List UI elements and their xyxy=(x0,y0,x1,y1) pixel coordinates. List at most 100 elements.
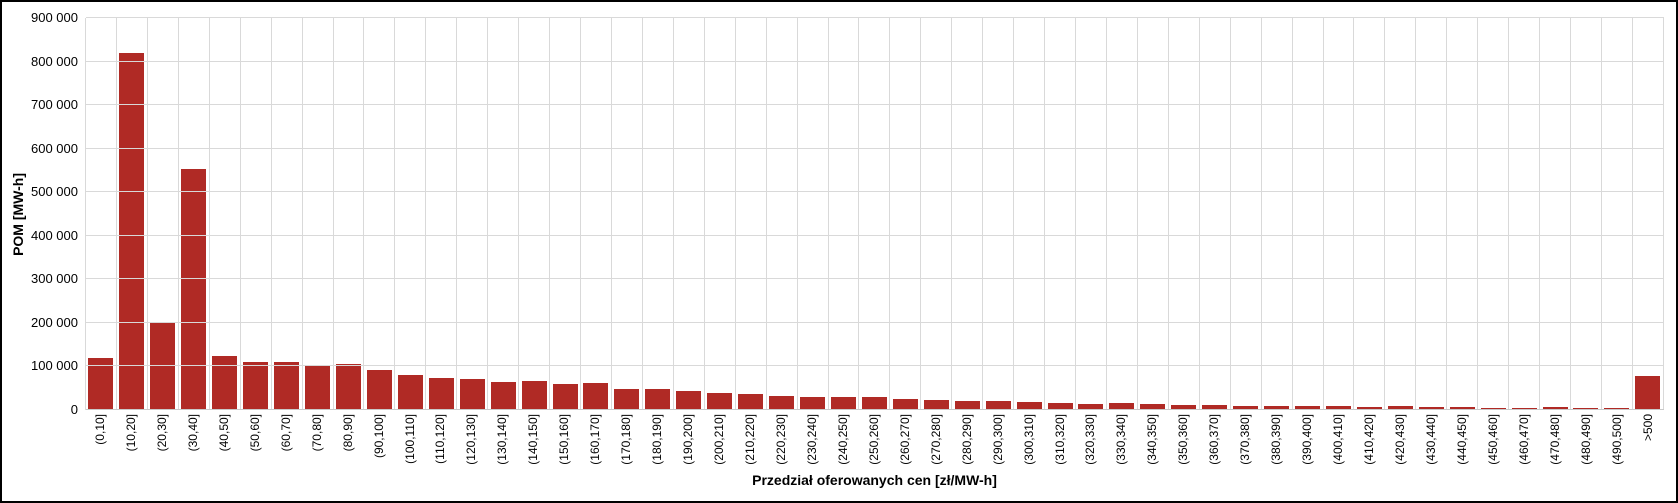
bar xyxy=(1356,406,1382,410)
bar xyxy=(1264,406,1290,410)
bar-column xyxy=(1416,18,1448,410)
bar xyxy=(1573,407,1599,410)
x-tick-cell: (280,290] xyxy=(952,414,983,465)
x-tick-label: (460,470] xyxy=(1516,414,1531,465)
x-tick-label: (370,380] xyxy=(1238,414,1253,465)
bar-column xyxy=(1293,18,1324,410)
bar xyxy=(1016,401,1042,410)
bar-column xyxy=(859,18,891,410)
y-gridline xyxy=(86,17,1664,18)
x-tick-label: (140,150] xyxy=(526,414,541,465)
x-tick-cell: (120,130] xyxy=(456,414,487,465)
x-tick-label: >500 xyxy=(1640,414,1655,442)
x-tick-cell: (200,210] xyxy=(704,414,735,465)
x-tick-label: (410,420] xyxy=(1362,414,1377,465)
bar xyxy=(769,395,795,410)
x-tick-cell: (400,410] xyxy=(1323,414,1354,465)
x-tick-label: (380,390] xyxy=(1269,414,1284,465)
x-tick-label: (0,10] xyxy=(92,414,107,445)
x-tick-label: (480,490] xyxy=(1578,414,1593,465)
bar xyxy=(707,393,733,410)
bar-column xyxy=(148,18,179,410)
bar xyxy=(1542,407,1568,410)
bar-column xyxy=(1354,18,1386,410)
x-tick-cell: (290,300] xyxy=(983,414,1014,465)
bar xyxy=(243,362,269,410)
bar xyxy=(954,400,980,410)
x-axis-tick-labels: (0,10] (10,20] (20,30] (30,40] (40,50] (50,60… xyxy=(85,414,1664,465)
x-tick-label: (450,460] xyxy=(1485,414,1500,465)
bar xyxy=(366,369,392,410)
x-tick-label: (30,40] xyxy=(185,414,200,452)
x-tick-label: (330,340] xyxy=(1114,414,1129,465)
x-tick-label: (260,270] xyxy=(897,414,912,465)
bar-column xyxy=(1138,18,1169,410)
bar xyxy=(1047,403,1073,410)
bar-column xyxy=(798,18,829,410)
bar xyxy=(583,382,609,410)
bar-column xyxy=(1045,18,1076,410)
x-tick-label: (100,110] xyxy=(402,414,417,464)
bar xyxy=(614,389,640,410)
bar-column xyxy=(1169,18,1200,410)
x-tick-cell: (360,370] xyxy=(1199,414,1230,465)
y-tick-label: 700 000 xyxy=(31,97,78,113)
x-tick-cell: (170,180] xyxy=(611,414,642,465)
bar-column xyxy=(1602,18,1633,410)
bar-column xyxy=(303,18,334,410)
bar xyxy=(335,363,361,410)
bar-column xyxy=(1014,18,1046,410)
y-gridline xyxy=(86,191,1664,193)
bar-column xyxy=(241,18,272,410)
bar-column xyxy=(1200,18,1231,410)
y-gridline xyxy=(86,60,1664,62)
x-tick-label: (150,160] xyxy=(557,414,572,465)
x-tick-cell: (30,40] xyxy=(178,414,209,465)
x-tick-label: (190,200] xyxy=(681,414,696,465)
bar xyxy=(1171,404,1197,410)
bar-column xyxy=(674,18,705,410)
x-tick-label: (10,20] xyxy=(123,414,138,452)
x-tick-label: (170,180] xyxy=(619,414,634,465)
bar-column xyxy=(272,18,303,410)
bar xyxy=(305,366,331,410)
bar xyxy=(1325,406,1351,410)
x-tick-cell: (310,320] xyxy=(1045,414,1076,465)
x-tick-cell: (100,110] xyxy=(395,414,426,465)
x-tick-cell: >500 xyxy=(1633,414,1664,465)
x-tick-cell: (370,380] xyxy=(1230,414,1261,465)
bar xyxy=(645,389,671,410)
plot-area xyxy=(85,17,1664,410)
y-tick-label: 800 000 xyxy=(31,53,78,69)
x-tick-cell: (380,390] xyxy=(1261,414,1292,465)
x-tick-cell: (160,170] xyxy=(580,414,611,465)
y-gridline xyxy=(86,278,1664,280)
bar xyxy=(552,384,578,410)
bar-column xyxy=(210,18,241,410)
bar xyxy=(1202,404,1228,410)
x-tick-label: (320,330] xyxy=(1083,414,1098,465)
x-tick-cell: (410,420] xyxy=(1354,414,1385,465)
x-tick-label: (60,70] xyxy=(278,414,293,452)
bar-column xyxy=(983,18,1015,410)
x-tick-cell: (40,50] xyxy=(209,414,240,465)
bar-column xyxy=(117,18,148,410)
y-tick-label: 0 xyxy=(70,402,78,417)
bar-column xyxy=(86,18,117,410)
bar-column xyxy=(334,18,365,410)
bar-column xyxy=(890,18,922,410)
bar xyxy=(1140,403,1166,410)
y-tick-label: 600 000 xyxy=(31,140,78,156)
x-tick-cell: (320,330] xyxy=(1076,414,1107,465)
x-tick-label: (120,130] xyxy=(464,414,479,465)
x-tick-cell: (150,160] xyxy=(549,414,580,465)
x-tick-label: (90,100] xyxy=(371,414,386,459)
x-tick-cell: (480,490] xyxy=(1571,414,1602,465)
bar-column xyxy=(1231,18,1262,410)
x-tick-label: (180,190] xyxy=(650,414,665,465)
x-tick-label: (310,320] xyxy=(1052,414,1067,465)
bar-column xyxy=(736,18,767,410)
x-tick-label: (400,410] xyxy=(1331,414,1346,465)
bar-column xyxy=(767,18,798,410)
x-tick-label: (390,400] xyxy=(1300,414,1315,465)
